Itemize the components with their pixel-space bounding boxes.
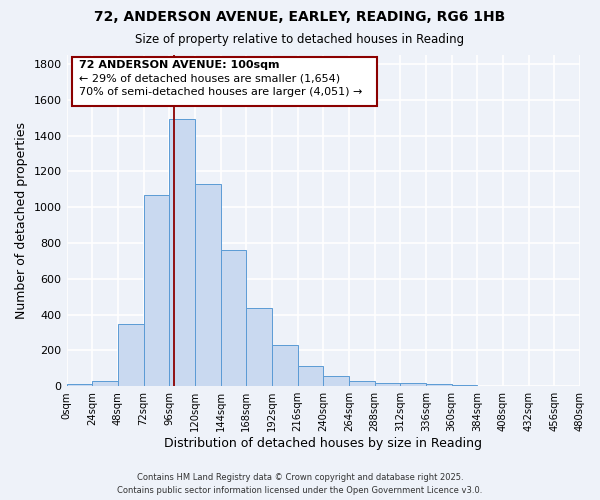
Bar [92, 381, 118, 386]
Text: 72 ANDERSON AVENUE: 100sqm: 72 ANDERSON AVENUE: 100sqm [79, 60, 280, 70]
Bar [67, 384, 92, 386]
Bar [118, 324, 143, 386]
Bar [169, 120, 195, 386]
Text: Contains HM Land Registry data © Crown copyright and database right 2025.
Contai: Contains HM Land Registry data © Crown c… [118, 474, 482, 495]
Bar [298, 366, 323, 386]
Text: Size of property relative to detached houses in Reading: Size of property relative to detached ho… [136, 32, 464, 46]
Bar [374, 382, 400, 386]
Bar [426, 384, 452, 386]
Bar [272, 345, 298, 386]
Bar [400, 382, 426, 386]
X-axis label: Distribution of detached houses by size in Reading: Distribution of detached houses by size … [164, 437, 482, 450]
Bar [349, 381, 374, 386]
Text: ← 29% of detached houses are smaller (1,654)
70% of semi-detached houses are lar: ← 29% of detached houses are smaller (1,… [79, 73, 363, 97]
Bar [221, 250, 246, 386]
Text: 72, ANDERSON AVENUE, EARLEY, READING, RG6 1HB: 72, ANDERSON AVENUE, EARLEY, READING, RG… [94, 10, 506, 24]
Bar [143, 194, 169, 386]
Y-axis label: Number of detached properties: Number of detached properties [15, 122, 28, 319]
Bar [195, 184, 221, 386]
Bar [323, 376, 349, 386]
FancyBboxPatch shape [71, 58, 377, 106]
Bar [246, 308, 272, 386]
